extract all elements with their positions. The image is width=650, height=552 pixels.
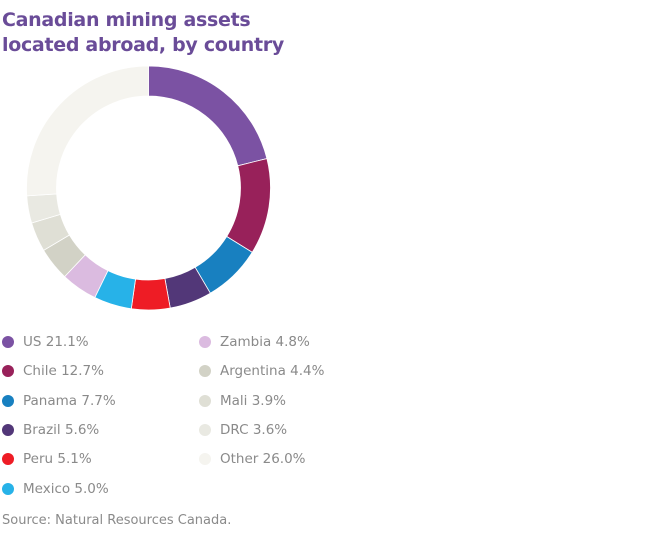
legend-label: Panama 7.7%: [23, 392, 116, 409]
slice-chile: [226, 158, 271, 253]
legend-label: Argentina 4.4%: [220, 363, 325, 380]
title-line-1: Canadian mining assets: [2, 9, 251, 31]
legend-label: US 21.1%: [23, 334, 89, 350]
slice-other: [26, 65, 149, 197]
legend-item-mali: Mali 3.9%: [199, 392, 286, 410]
legend-item-other: Other 26.0%: [199, 450, 306, 468]
legend-item-zambia: Zambia 4.8%: [199, 333, 310, 351]
legend-swatch: [2, 336, 14, 348]
legend-swatch: [2, 482, 14, 495]
source-note: Source: Natural Resources Canada.: [2, 513, 232, 528]
legend-swatch: [2, 423, 14, 436]
legend-item-chile: Chile 12.7%: [2, 362, 104, 380]
legend-label: Peru 5.1%: [23, 451, 92, 468]
legend-item-peru: Peru 5.1%: [2, 450, 92, 468]
legend-swatch: [2, 365, 14, 378]
legend-item-brazil: Brazil 5.6%: [2, 421, 99, 439]
legend-item-panama: Panama 7.7%: [2, 392, 116, 410]
legend-swatch: [199, 365, 211, 378]
chart-title: Canadian mining assets located abroad, b…: [2, 8, 284, 58]
title-line-2: located abroad, by country: [2, 34, 284, 56]
legend-label: Chile 12.7%: [23, 363, 104, 380]
legend-swatch: [199, 394, 211, 407]
legend-swatch: [2, 453, 14, 466]
slice-us: [148, 65, 268, 167]
legend-swatch: [2, 394, 14, 407]
legend-swatch: [199, 453, 211, 466]
legend-label: Mali 3.9%: [220, 392, 287, 409]
legend-item-drc: DRC 3.6%: [199, 421, 287, 439]
legend-label: DRC 3.6%: [220, 421, 288, 438]
legend-item-us: US 21.1%: [2, 333, 89, 351]
legend-swatch: [199, 336, 211, 348]
legend-item-mexico: Mexico 5.0%: [2, 480, 109, 498]
legend-label: Zambia 4.8%: [220, 334, 310, 350]
legend-item-argentina: Argentina 4.4%: [199, 362, 324, 380]
legend-swatch: [199, 423, 211, 436]
legend-label: Brazil 5.6%: [23, 421, 100, 438]
slice-peru: [130, 278, 171, 311]
donut-chart: [26, 65, 271, 311]
legend-label: Other 26.0%: [220, 451, 306, 468]
legend-label: Mexico 5.0%: [23, 480, 109, 497]
